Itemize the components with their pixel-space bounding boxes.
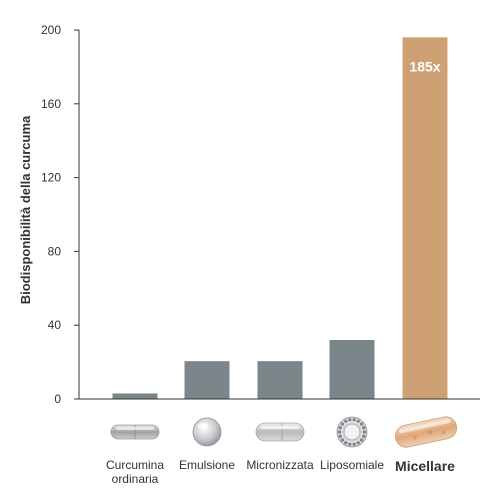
y-tick-label: 200 <box>41 23 61 37</box>
x-category-label: Micellare <box>395 458 455 474</box>
capsule-grey-icon <box>255 422 305 442</box>
y-tick-label: 40 <box>48 318 62 332</box>
y-axis-ticks: 0 40 80 120 160 200 <box>41 23 79 406</box>
y-axis-title: Biodisponibilità della curcuma <box>18 115 33 304</box>
x-category-label: Curcumina <box>106 458 164 472</box>
data-labels: 185x <box>409 58 440 74</box>
y-tick-label: 120 <box>41 171 61 185</box>
capsule-amber-icon <box>395 416 457 448</box>
x-category-label: ordinaria <box>112 472 159 486</box>
bar-micellare <box>402 37 448 399</box>
y-tick-label: 160 <box>41 97 61 111</box>
y-tick-label: 0 <box>54 392 61 406</box>
bar-liposomiale <box>329 339 375 399</box>
bars <box>112 37 448 399</box>
x-category-label: Emulsione <box>179 458 235 472</box>
x-category-label: Liposomiale <box>320 458 384 472</box>
category-icons <box>110 416 457 448</box>
liposome-icon <box>336 416 368 448</box>
data-label: 185x <box>409 58 440 74</box>
bar-micronizzata <box>257 361 303 399</box>
sphere-icon <box>192 417 222 447</box>
capsule-clear-icon <box>110 424 160 440</box>
bar-curcumina-ordinaria <box>112 393 158 399</box>
bar-emulsione <box>184 361 230 399</box>
x-category-label: Micronizzata <box>246 458 314 472</box>
y-tick-label: 80 <box>48 244 62 258</box>
